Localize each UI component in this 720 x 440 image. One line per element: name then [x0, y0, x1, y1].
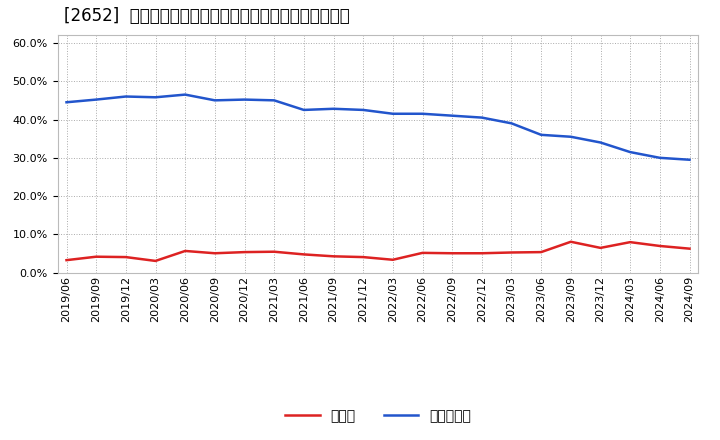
有利子負債: [62, 99, 71, 105]
有利子負債: [596, 140, 605, 145]
現預金: [685, 246, 694, 251]
現預金: [240, 249, 249, 255]
現預金: [418, 250, 427, 256]
Text: [2652]  現預金、有利子負債の総資産に対する比率の推移: [2652] 現預金、有利子負債の総資産に対する比率の推移: [64, 7, 350, 26]
現預金: [210, 251, 219, 256]
有利子負債: [418, 111, 427, 117]
現預金: [270, 249, 279, 254]
有利子負債: [181, 92, 189, 97]
現預金: [507, 250, 516, 255]
有利子負債: [389, 111, 397, 117]
有利子負債: [477, 115, 486, 120]
有利子負債: [300, 107, 308, 113]
有利子負債: [567, 134, 575, 139]
現預金: [359, 254, 367, 260]
Line: 現預金: 現預金: [66, 242, 690, 261]
有利子負債: [270, 98, 279, 103]
現預金: [477, 251, 486, 256]
有利子負債: [685, 157, 694, 162]
有利子負債: [240, 97, 249, 102]
現預金: [596, 245, 605, 250]
現預金: [626, 239, 634, 245]
現預金: [300, 252, 308, 257]
現預金: [655, 243, 664, 249]
現預金: [62, 257, 71, 263]
有利子負債: [329, 106, 338, 111]
有利子負債: [655, 155, 664, 161]
現預金: [122, 254, 130, 260]
現預金: [181, 248, 189, 253]
現預金: [448, 251, 456, 256]
有利子負債: [210, 98, 219, 103]
有利子負債: [448, 113, 456, 118]
有利子負債: [626, 150, 634, 155]
現預金: [329, 254, 338, 259]
有利子負債: [151, 95, 160, 100]
現預金: [92, 254, 101, 259]
現預金: [567, 239, 575, 244]
Line: 有利子負債: 有利子負債: [66, 95, 690, 160]
有利子負債: [122, 94, 130, 99]
現預金: [151, 258, 160, 264]
有利子負債: [92, 97, 101, 102]
Legend: 現預金, 有利子負債: 現預金, 有利子負債: [279, 403, 477, 429]
有利子負債: [359, 107, 367, 113]
有利子負債: [507, 121, 516, 126]
有利子負債: [537, 132, 546, 137]
現預金: [389, 257, 397, 262]
現預金: [537, 249, 546, 255]
